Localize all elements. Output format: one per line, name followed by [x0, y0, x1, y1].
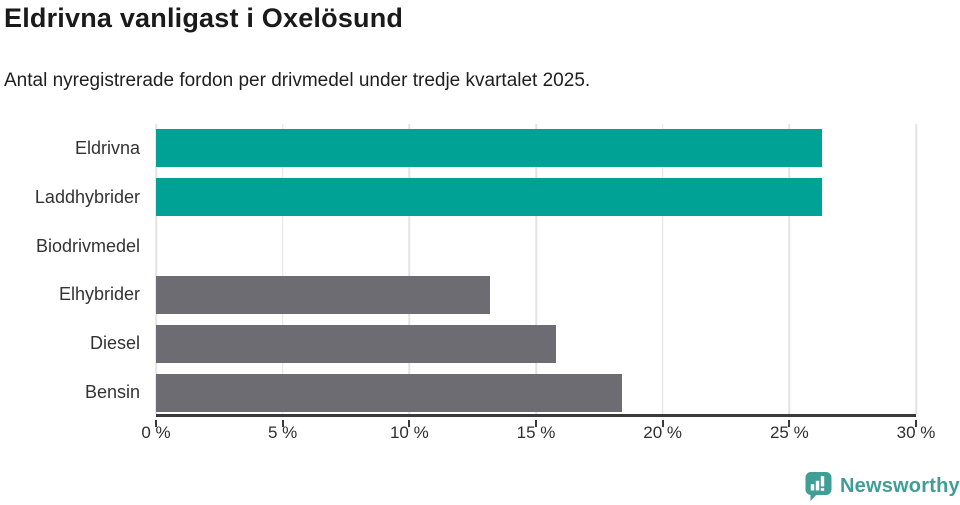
newsworthy-logo: Newsworthy	[804, 471, 960, 502]
bars	[156, 124, 916, 414]
category-label: Eldrivna	[74, 137, 140, 158]
x-tick-mark	[661, 420, 664, 427]
gridline	[915, 124, 917, 414]
x-tick-label: 10 %	[389, 423, 429, 442]
x-tick-label: 20 %	[643, 423, 683, 442]
category-label: Elhybrider	[58, 284, 140, 305]
gridline	[661, 124, 664, 414]
x-tick-label: 25 %	[769, 423, 809, 442]
bar-row	[156, 368, 916, 417]
gridline	[155, 124, 157, 414]
chart-title: Eldrivna vanligast i Oxelösund	[4, 3, 404, 33]
x-tick-mark	[408, 420, 411, 427]
bar-row	[156, 222, 916, 271]
bar-row	[156, 173, 916, 222]
newsworthy-icon	[805, 472, 832, 501]
bar-chart: Eldrivna Laddhybrider Biodrivmedel Elhybrid…	[0, 124, 960, 454]
chart-subtitle: Antal nyregistrerade fordon per drivmede…	[4, 70, 591, 91]
x-tick-mark	[788, 420, 791, 427]
x-tick-mark	[535, 420, 537, 427]
bar-elhybrider	[156, 275, 491, 314]
bar-diesel	[156, 324, 557, 363]
x-tick-mark	[281, 420, 284, 427]
x-tick-mark	[155, 420, 157, 427]
bar-row	[156, 319, 916, 368]
plot-area: 0 % 5 % 10 % 15 % 20 % 25 % 30 %	[141, 124, 935, 442]
bar-row	[156, 270, 916, 319]
gridline	[408, 124, 411, 414]
category-label: Bensin	[84, 382, 140, 403]
category-labels: Eldrivna Laddhybrider Biodrivmedel Elhybrid…	[0, 124, 140, 417]
gridline	[535, 124, 537, 414]
bar-eldrivna	[156, 129, 823, 168]
category-label: Biodrivmedel	[35, 235, 140, 256]
x-tick-label: 15 %	[516, 423, 556, 442]
x-tick-label: 30 %	[896, 423, 936, 442]
x-tick-mark	[915, 420, 917, 427]
category-label: Laddhybrider	[34, 186, 140, 207]
category-label: Diesel	[89, 333, 140, 354]
gridline	[281, 124, 284, 414]
bar-laddhybrider	[156, 178, 823, 217]
newsworthy-wordmark: Newsworthy	[840, 475, 960, 497]
bar-row	[156, 124, 916, 173]
gridline	[788, 124, 791, 414]
x-tick-label: 5 %	[268, 423, 298, 442]
x-tick-label: 0 %	[141, 423, 171, 442]
gridlines	[155, 124, 917, 414]
bar-bensin	[156, 373, 623, 412]
